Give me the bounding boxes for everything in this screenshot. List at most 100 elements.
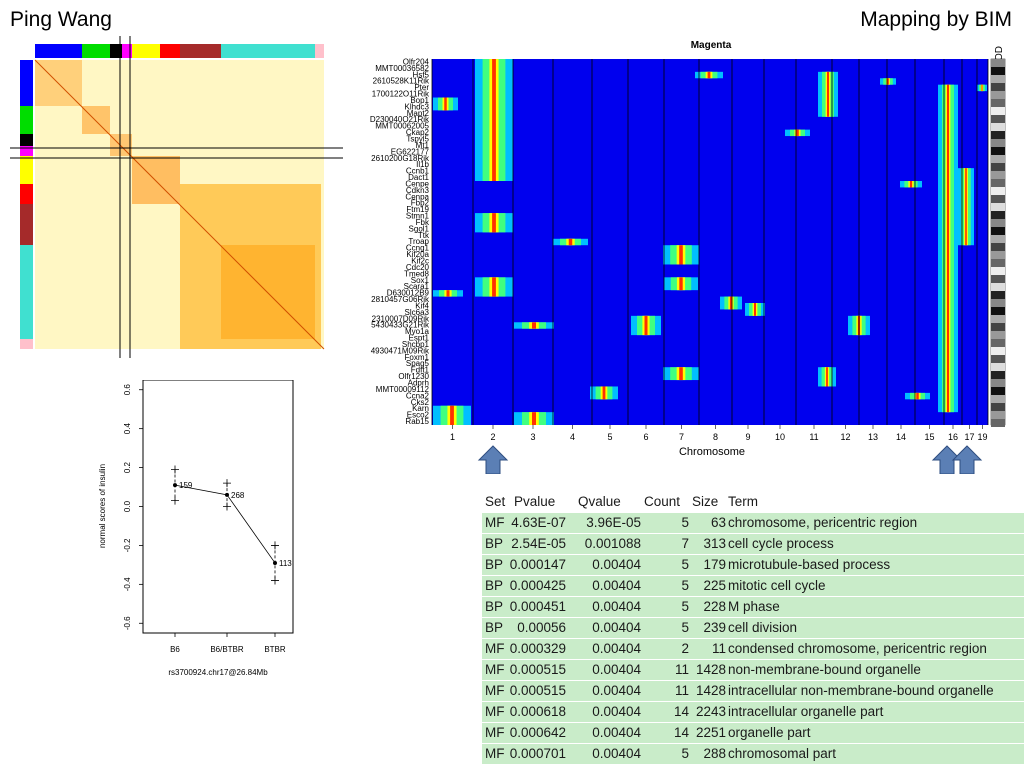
module-bar-side [20, 204, 33, 245]
cell-pvalue: 0.000515 [509, 683, 566, 698]
gene-label: Olfr1230 [398, 372, 429, 381]
lod-scale-stripes [991, 59, 1005, 427]
cell-term: microtubule-based process [728, 557, 891, 572]
cell-qvalue: 0.00404 [592, 578, 641, 593]
cell-set: BP [485, 557, 504, 572]
table-row: BP 0.000147 0.00404 5 179 microtubule-based p… [482, 554, 1024, 575]
y-tick-label: -0.6 [123, 616, 132, 630]
table-row: BP 0.000451 0.00404 5 228 M phase [482, 596, 1024, 617]
matrix-diagonal [34, 59, 325, 350]
gene-label: Slc6a3 [405, 308, 430, 317]
gene-label: Ckap2 [406, 128, 430, 137]
cell-term: intracellular non-membrane-bound organel… [728, 683, 994, 698]
gene-label: Fbp2 [411, 199, 430, 208]
hotspot [553, 238, 588, 246]
cell-set: BP [485, 620, 504, 635]
lod-stripe [991, 419, 1005, 427]
chromosome-label: 8 [713, 432, 718, 442]
hotspot [475, 213, 513, 233]
error-bar-lower-cap [171, 496, 179, 505]
gene-label: Ccnb1 [406, 167, 430, 176]
module-bar-top [122, 44, 132, 58]
cell-term: non-membrane-bound organelle [728, 662, 921, 677]
cell-size: 228 [703, 599, 726, 614]
lod-stripe [991, 363, 1005, 371]
lod-stripe [991, 179, 1005, 187]
gene-label: Esco2 [407, 411, 430, 420]
gene-label: Adprh [408, 379, 429, 388]
lod-stripe [991, 395, 1005, 403]
plot-frame [142, 380, 294, 634]
hotspot [785, 129, 810, 137]
lod-stripe [991, 371, 1005, 379]
hotspot [433, 290, 463, 297]
lod-stripe [991, 235, 1005, 243]
hotspot [720, 296, 742, 310]
lod-stripe [991, 219, 1005, 227]
header-set: Set [485, 494, 506, 509]
module-bar-side [20, 156, 33, 184]
lod-stripe [991, 323, 1005, 331]
mean-point [273, 560, 277, 565]
gene-label: Ftm19 [406, 205, 429, 214]
module-block [110, 134, 132, 156]
x-tick-label: B6/BTBR [210, 645, 244, 654]
cell-qvalue: 3.96E-05 [586, 515, 641, 530]
up-arrow-icon [951, 445, 983, 474]
gene-label: Cenpe [405, 179, 429, 188]
cell-size: 2251 [695, 725, 726, 740]
module-bar-top [132, 44, 160, 58]
cell-set: MF [485, 725, 505, 740]
x-tick-label: BTBR [264, 645, 286, 654]
lod-stripe [991, 403, 1005, 411]
count-label: 113 [279, 559, 292, 568]
hotspot [958, 168, 974, 246]
header-size: Size [692, 494, 719, 509]
module-bar-top [180, 44, 221, 58]
gene-label: Ccng1 [406, 244, 430, 253]
x-axis-ticks: B6 B6/BTBR BTBR [170, 633, 286, 654]
cell-size: 2243 [695, 704, 726, 719]
chromosome-label: 7 [679, 432, 684, 442]
gene-label: Fbk [416, 218, 430, 227]
lod-stripe [991, 155, 1005, 163]
cell-size: 288 [703, 746, 726, 761]
cell-term: chromosomal part [728, 746, 837, 761]
error-bar-upper-cap [171, 465, 179, 474]
lod-stripe [991, 283, 1005, 291]
module-bar-top [110, 44, 122, 58]
gene-label: Sox1 [411, 276, 430, 285]
cell-qvalue: 0.00404 [592, 620, 641, 635]
lod-stripe [991, 139, 1005, 147]
lod-stripe [991, 163, 1005, 171]
y-tick-label: 0.4 [123, 423, 132, 435]
lod-stripe [991, 275, 1005, 283]
cell-count: 5 [681, 746, 689, 761]
lod-stripe [991, 331, 1005, 339]
cell-set: MF [485, 641, 505, 656]
table-row: MF 0.000618 0.00404 14 2243 intracellular org… [482, 701, 1024, 722]
hotspot [880, 78, 896, 85]
gene-label: Ttk [418, 231, 430, 240]
module-bar-top [221, 44, 315, 58]
chromosome-label: 16 [948, 432, 958, 442]
gene-label: Mt1 [416, 141, 430, 150]
lod-stripe [991, 379, 1005, 387]
cell-pvalue: 0.000701 [509, 746, 566, 761]
lod-stripe [991, 259, 1005, 267]
gene-label: Hsf5 [413, 70, 430, 79]
lod-label: LOD [994, 46, 1005, 67]
gene-label: D230040O21Rik [370, 115, 430, 124]
hotspot [977, 84, 987, 92]
y-tick-label: 0.0 [123, 500, 132, 512]
chromosome-dividers [431, 59, 989, 425]
y-tick-label: -0.4 [123, 577, 132, 591]
lod-stripe [991, 67, 1005, 75]
chromosome-label: 3 [530, 432, 535, 442]
cell-size: 313 [703, 536, 726, 551]
table-row: MF 4.63E-07 3.96E-05 5 63 chromosome, pericen… [482, 512, 1024, 533]
hotspot [745, 303, 765, 316]
x-tick-label: B6 [170, 645, 180, 654]
gene-label: Foxm1 [405, 353, 430, 362]
mean-point [173, 483, 177, 488]
